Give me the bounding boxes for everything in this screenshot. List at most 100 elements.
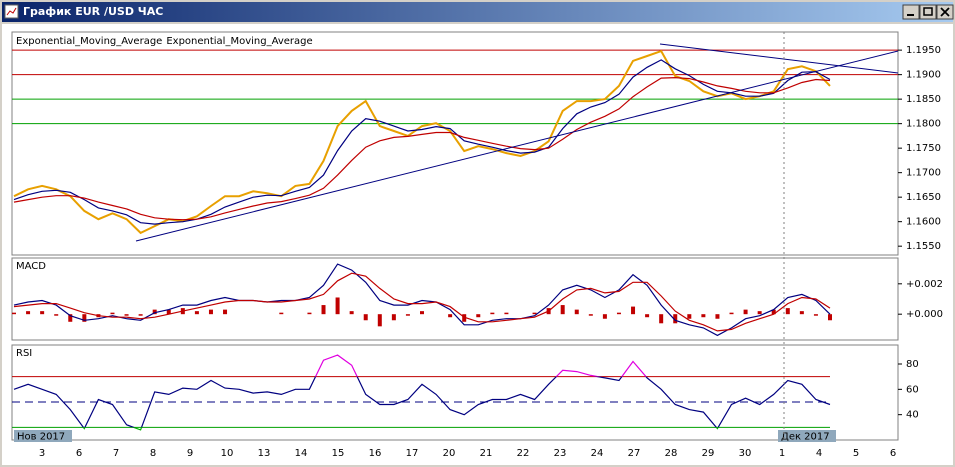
histogram-bar (574, 309, 579, 315)
x-tick-label: 5 (853, 448, 859, 459)
maximize-button[interactable] (919, 4, 937, 20)
y-tick-label: +0.000 (906, 309, 943, 320)
histogram-bar (799, 311, 804, 315)
histogram-bar (110, 312, 115, 315)
series-line (13, 272, 831, 332)
trend-line (659, 43, 899, 74)
histogram-bar (279, 312, 284, 315)
histogram-bar (462, 314, 467, 322)
y-tick-label: +0.002 (906, 279, 943, 290)
histogram-bar (194, 311, 199, 315)
x-tick-label: 3 (39, 448, 45, 459)
histogram-bar (476, 314, 481, 318)
period-label-bg (778, 430, 836, 442)
histogram-bar (124, 314, 129, 316)
histogram-bar (26, 311, 31, 315)
period-label: Нов 2017 (17, 432, 65, 443)
histogram-bar (560, 305, 565, 315)
x-tick-label: 27 (628, 448, 641, 459)
x-tick-label: 30 (739, 448, 752, 459)
window-title: График EUR /USD ЧАС (23, 5, 163, 18)
histogram-bar (490, 312, 495, 315)
histogram-bar (54, 314, 59, 316)
series-line (13, 263, 831, 337)
x-tick-label: 4 (816, 448, 822, 459)
histogram-bar (68, 314, 73, 322)
histogram-bar (532, 312, 537, 315)
y-tick-label: 60 (906, 384, 919, 395)
histogram-bar (349, 311, 354, 315)
histogram-bar (82, 314, 87, 322)
histogram-bar (757, 311, 762, 315)
histogram-bar (631, 306, 636, 315)
histogram-bar (743, 309, 748, 315)
title-bar (2, 2, 953, 22)
histogram-bar (420, 311, 424, 315)
histogram-bar (729, 312, 734, 315)
histogram-bar (785, 308, 790, 315)
histogram-bar (616, 312, 621, 315)
y-tick-label: 40 (906, 410, 919, 421)
y-tick-label: 1.1550 (906, 241, 941, 252)
histogram-bar (321, 305, 326, 315)
x-tick-label: 6 (890, 448, 896, 459)
y-tick-label: 1.1650 (906, 192, 941, 203)
period-label: Дек 2017 (781, 432, 830, 443)
histogram-bar (166, 309, 171, 315)
x-tick-label: 29 (702, 448, 715, 459)
histogram-bar (208, 309, 213, 315)
y-tick-label: 1.1750 (906, 143, 941, 154)
histogram-bar (335, 297, 340, 315)
x-tick-label: 15 (332, 448, 345, 459)
x-tick-label: 13 (258, 448, 271, 459)
histogram-bar (12, 312, 16, 315)
histogram-bar (363, 314, 368, 321)
histogram-bar (40, 311, 45, 315)
x-tick-label: 7 (113, 448, 119, 459)
histogram-bar (405, 314, 410, 316)
histogram-bar (701, 314, 706, 318)
histogram-bar (223, 309, 228, 315)
histogram-bar (673, 314, 678, 324)
close-button[interactable] (936, 4, 954, 20)
trend-line (135, 50, 899, 242)
histogram-bar (377, 314, 382, 327)
histogram-bar (152, 309, 157, 315)
series-line (13, 376, 831, 428)
minimize-button[interactable] (902, 4, 920, 20)
histogram-bar (391, 314, 396, 321)
x-tick-label: 1 (779, 448, 785, 459)
pane-title: RSI (16, 348, 32, 359)
histogram-bar (138, 314, 143, 316)
x-tick-label: 10 (221, 448, 234, 459)
pane-frame (11, 344, 899, 441)
histogram-bar (771, 309, 776, 315)
histogram-bar (504, 312, 509, 315)
x-tick-label: 20 (443, 448, 456, 459)
x-tick-label: 14 (295, 448, 308, 459)
histogram-bar (715, 314, 720, 319)
x-tick-label: 21 (480, 448, 493, 459)
y-tick-label: 1.1950 (906, 45, 941, 56)
x-tick-label: 9 (187, 448, 193, 459)
histogram-bar (659, 314, 664, 324)
legend-entry: Exponential_Moving_Average (16, 36, 162, 47)
y-tick-label: 1.1600 (906, 217, 941, 228)
x-tick-label: 24 (591, 448, 604, 459)
histogram-bar (602, 314, 607, 319)
histogram-bar (588, 314, 593, 316)
y-tick-label: 1.1700 (906, 168, 941, 179)
x-tick-label: 23 (554, 448, 567, 459)
y-tick-label: 80 (906, 359, 919, 370)
y-tick-label: 1.1850 (906, 94, 941, 105)
pane-frame (11, 31, 899, 256)
series-line (13, 76, 831, 221)
legend-entry: Exponential_Moving_Average (166, 36, 312, 47)
histogram-bar (813, 314, 818, 316)
period-label-bg (14, 430, 72, 442)
pane-title: MACD (16, 261, 46, 272)
histogram-bar (687, 314, 692, 319)
x-tick-label: 6 (76, 448, 82, 459)
